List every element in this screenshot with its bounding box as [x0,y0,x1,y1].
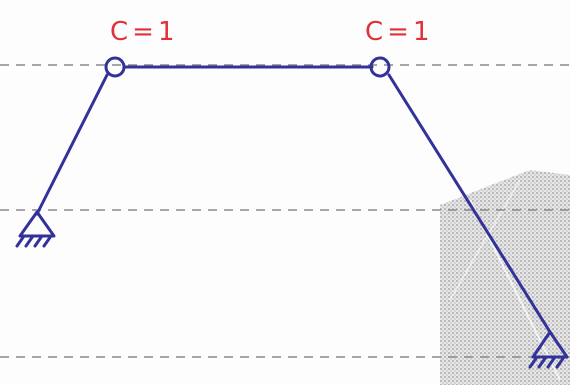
page: {"labels": ["C=1", "C=1"]} C=1 C=1 (() =… [0,0,570,385]
hinge-label: C=1 [110,17,178,47]
frame-diagram: C=1 C=1 [0,0,570,385]
hinge-label: C=1 [365,17,433,47]
shaded-region [440,170,570,385]
